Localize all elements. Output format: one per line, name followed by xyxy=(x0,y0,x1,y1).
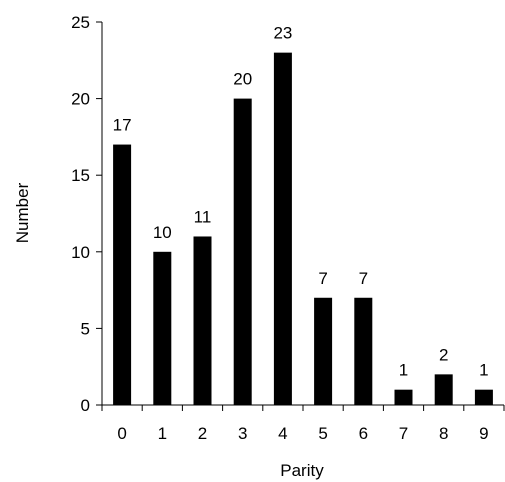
y-tick-label: 15 xyxy=(71,166,90,185)
y-axis: 0 5 10 15 20 25 xyxy=(71,13,103,415)
x-tick-label: 5 xyxy=(318,424,327,443)
x-tick-label: 6 xyxy=(359,424,368,443)
data-label: 1 xyxy=(399,361,408,380)
y-tick-label: 20 xyxy=(71,90,90,109)
data-label: 7 xyxy=(359,269,368,288)
x-tick-label: 3 xyxy=(238,424,247,443)
x-axis-title: Parity xyxy=(280,461,324,480)
x-tick-label: 8 xyxy=(439,424,448,443)
bar-0 xyxy=(113,144,132,405)
bar-1 xyxy=(153,251,172,405)
x-tick-label: 4 xyxy=(278,424,287,443)
y-tick-label: 0 xyxy=(81,396,90,415)
bar-3 xyxy=(233,98,252,405)
x-tick-label: 9 xyxy=(479,424,488,443)
data-label: 2 xyxy=(439,345,448,364)
x-tick-label: 2 xyxy=(198,424,207,443)
data-label: 20 xyxy=(233,70,252,89)
y-tick-label: 5 xyxy=(81,319,90,338)
y-tick-label: 25 xyxy=(71,13,90,32)
data-label: 11 xyxy=(194,207,212,226)
data-labels: 17 10 11 20 23 7 7 1 2 1 xyxy=(113,24,489,380)
y-tick-label: 10 xyxy=(71,243,90,262)
bar-7 xyxy=(394,389,413,405)
data-label: 10 xyxy=(153,223,172,242)
bar-5 xyxy=(314,297,333,405)
data-label: 23 xyxy=(273,24,292,43)
data-label: 1 xyxy=(479,361,488,380)
x-axis: 0 1 2 3 4 5 6 7 8 9 xyxy=(101,404,505,443)
bars xyxy=(113,52,493,405)
x-tick-label: 0 xyxy=(117,424,126,443)
bar-8 xyxy=(434,374,453,405)
bar-6 xyxy=(354,297,373,405)
x-tick-label: 1 xyxy=(158,424,167,443)
y-axis-title: Number xyxy=(13,182,32,243)
bar-9 xyxy=(474,389,493,405)
bar-2 xyxy=(193,236,212,405)
data-label: 17 xyxy=(113,116,132,135)
bar-4 xyxy=(273,52,292,405)
data-label: 7 xyxy=(318,269,327,288)
x-tick-label: 7 xyxy=(399,424,408,443)
